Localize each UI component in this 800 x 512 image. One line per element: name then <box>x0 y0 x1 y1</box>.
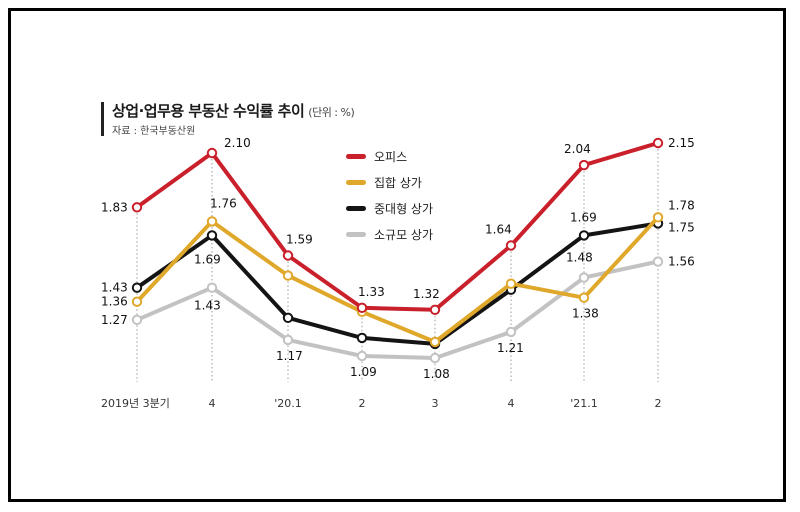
x-tick-label: 3 <box>432 397 439 410</box>
legend-label-small: 소규모 상가 <box>374 228 434 242</box>
data-point-small <box>282 334 294 346</box>
data-point-collective <box>131 296 143 307</box>
data-label-medium: 1.69 <box>570 210 597 224</box>
data-point-small <box>578 272 590 283</box>
data-label-office: 1.64 <box>485 222 512 236</box>
data-label-medium: 1.75 <box>668 220 695 234</box>
data-point-medium <box>578 230 590 241</box>
data-label-collective: 1.36 <box>101 295 128 309</box>
data-point-office <box>652 137 664 149</box>
chart-unit: (단위 : %) <box>308 106 355 119</box>
data-label-collective: 1.38 <box>572 307 599 321</box>
data-point-collective <box>206 216 218 227</box>
data-label-small: 1.17 <box>276 349 303 363</box>
data-label-small: 1.09 <box>350 365 377 379</box>
data-point-small <box>429 352 441 364</box>
data-point-office <box>206 147 218 159</box>
data-point-medium <box>131 282 143 293</box>
legend-swatch-small <box>346 232 366 237</box>
data-point-small <box>356 350 368 362</box>
data-point-office <box>131 202 143 213</box>
series-line-small <box>135 259 660 360</box>
legend-swatch-office <box>346 154 366 159</box>
data-point-office <box>578 159 590 171</box>
series-line-medium <box>135 221 660 346</box>
data-label-office: 1.33 <box>358 285 385 299</box>
legend-label-medium: 중대형 상가 <box>374 202 434 216</box>
data-point-collective <box>652 212 664 223</box>
x-tick-label: 2 <box>655 397 662 410</box>
data-label-collective: 1.76 <box>210 196 237 210</box>
data-label-small: 1.48 <box>566 251 593 265</box>
data-label-office: 1.32 <box>413 287 440 301</box>
x-tick-label: 4 <box>209 397 216 410</box>
x-tick-label: '20.1 <box>274 397 302 410</box>
data-label-office: 1.59 <box>286 233 313 247</box>
data-label-office: 2.04 <box>564 142 591 156</box>
x-tick-label: 4 <box>508 397 515 410</box>
legend-label-collective: 집합 상가 <box>374 176 422 190</box>
data-label-medium: 1.69 <box>194 252 221 266</box>
chart-frame <box>8 8 786 502</box>
data-point-medium <box>356 332 368 344</box>
data-point-small <box>206 282 218 293</box>
data-point-office <box>356 302 368 313</box>
legend-swatch-collective <box>346 180 366 185</box>
data-point-small <box>652 256 664 267</box>
series-line-collective <box>135 215 660 344</box>
data-label-collective: 1.78 <box>668 198 695 212</box>
data-point-collective <box>429 336 441 348</box>
data-point-collective <box>282 270 294 281</box>
x-tick-label: '21.1 <box>570 397 598 410</box>
data-label-office: 2.10 <box>224 136 251 150</box>
data-label-office: 1.83 <box>101 200 128 214</box>
data-label-small: 1.08 <box>423 367 450 381</box>
data-point-office <box>429 304 441 315</box>
chart-title-text: 상업·업무용 부동산 수익률 추이 <box>112 102 305 120</box>
chart-title: 상업·업무용 부동산 수익률 추이 (단위 : %) <box>112 100 355 121</box>
data-label-small: 1.56 <box>668 255 695 269</box>
data-point-office <box>282 250 294 261</box>
data-point-medium <box>206 230 218 241</box>
data-label-small: 1.43 <box>194 299 221 313</box>
data-label-small: 1.27 <box>101 313 128 327</box>
x-tick-label: 2 <box>359 397 366 410</box>
legend-swatch-medium <box>346 206 366 211</box>
data-point-medium <box>282 312 294 323</box>
data-label-medium: 1.43 <box>101 281 128 295</box>
chart-source: 자료 : 한국부동산원 <box>112 126 196 137</box>
data-point-collective <box>505 278 517 289</box>
data-point-office <box>505 240 517 251</box>
data-point-collective <box>578 292 590 303</box>
series-line-office <box>135 141 660 312</box>
data-label-small: 1.21 <box>497 341 524 355</box>
title-accent-bar <box>101 102 104 136</box>
data-point-small <box>131 314 143 325</box>
data-label-office: 2.15 <box>668 136 695 150</box>
data-point-small <box>505 326 517 338</box>
x-tick-label: 2019년 3분기 <box>101 397 170 410</box>
legend-label-office: 오피스 <box>374 150 408 164</box>
